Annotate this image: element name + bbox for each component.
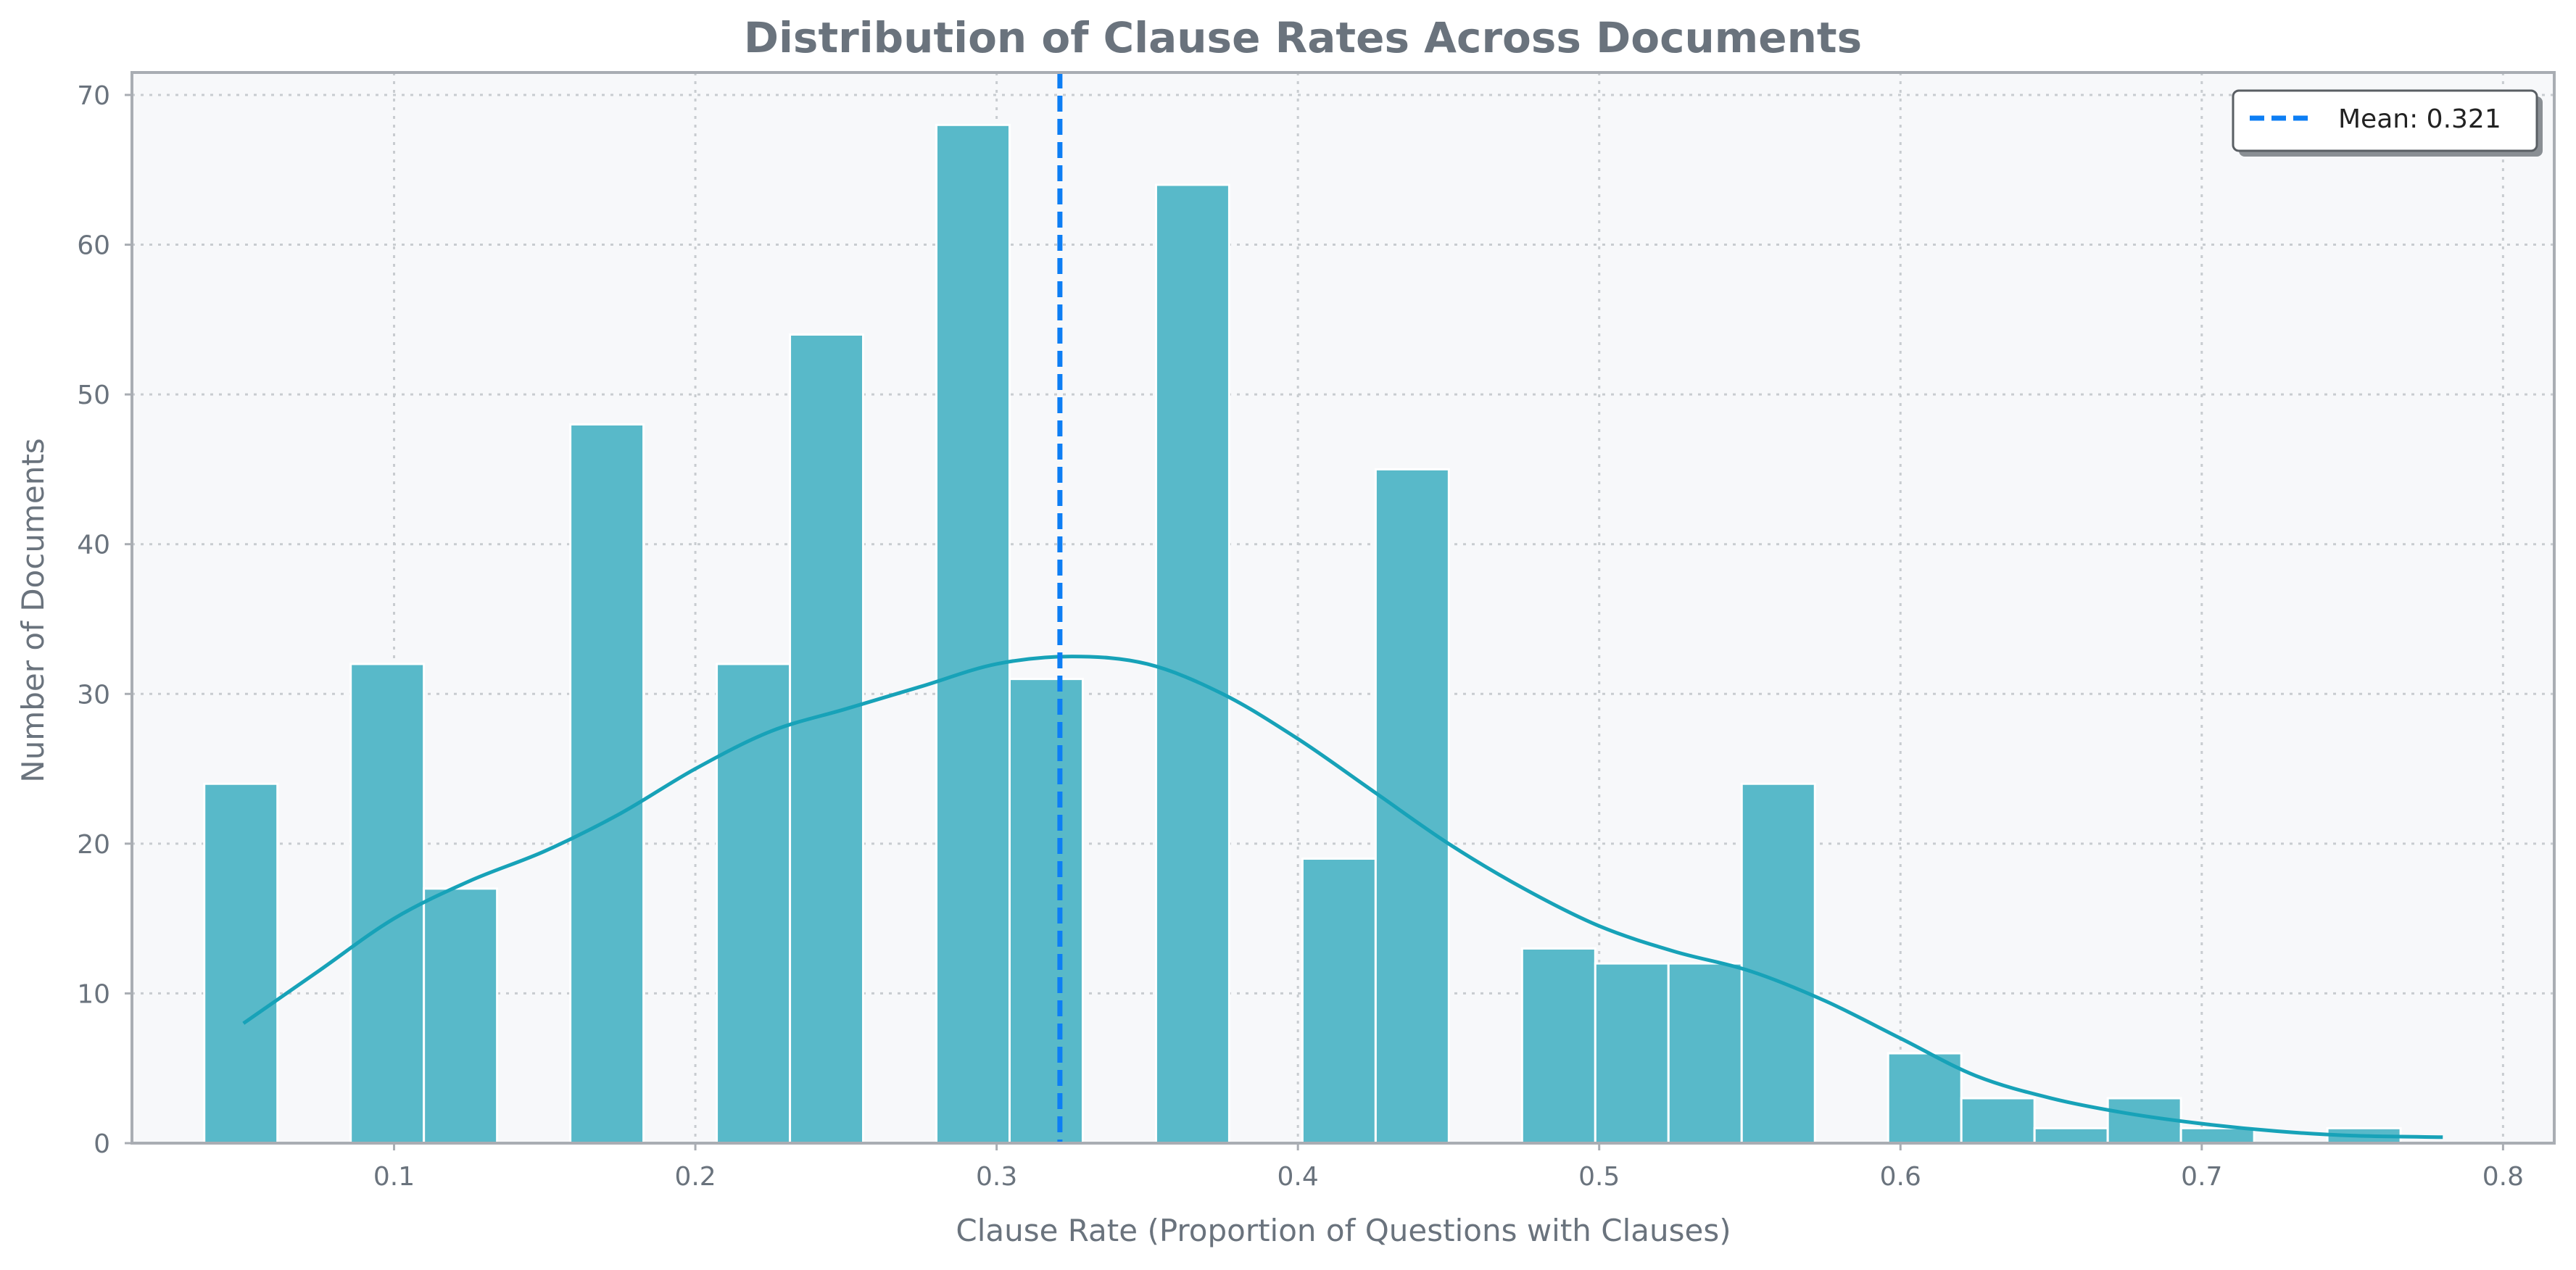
histogram-bar	[935, 123, 1011, 1145]
histogram-bar	[203, 782, 279, 1145]
histogram-bar	[1667, 962, 1743, 1145]
x-tick-label: 0.1	[373, 1162, 415, 1192]
histogram-bar	[349, 663, 426, 1145]
histogram-bar	[1594, 962, 1670, 1145]
x-tick-label: 0.5	[1578, 1162, 1620, 1192]
y-tick-label: 20	[77, 830, 110, 860]
x-tick-label: 0.8	[2482, 1162, 2524, 1192]
y-tick-label: 0	[94, 1129, 110, 1159]
histogram-bar	[2033, 1126, 2109, 1145]
histogram-bar	[1301, 858, 1377, 1145]
histogram-bar	[1154, 183, 1230, 1145]
histogram-bar	[423, 887, 499, 1145]
histogram-bar	[1008, 678, 1084, 1145]
chart-title: Distribution of Clause Rates Across Docu…	[744, 13, 1862, 62]
y-axis-label: Number of Documents	[15, 438, 51, 782]
plot-frame	[131, 71, 2556, 1145]
histogram-bar	[1520, 947, 1596, 1145]
histogram-bar	[1960, 1097, 2036, 1145]
legend: Mean: 0.321	[2232, 89, 2543, 157]
y-tick-label: 40	[77, 531, 110, 560]
x-axis-label: Clause Rate (Proportion of Questions wit…	[956, 1213, 1731, 1248]
x-tick-label: 0.3	[976, 1162, 1017, 1192]
histogram-bar	[716, 663, 792, 1145]
histogram-bars	[203, 123, 2402, 1145]
axis-ticks: 0.1 0.2 0.3 0.4 0.5 0.6 0.7 0.8 0 10 20 30 40 50 60 70	[77, 81, 2524, 1192]
histogram-bar	[1887, 1052, 1963, 1145]
histogram-bar	[789, 333, 865, 1145]
y-tick-label: 30	[77, 680, 110, 710]
legend-box	[2232, 89, 2538, 152]
x-tick-label: 0.7	[2181, 1162, 2222, 1192]
histogram-bar	[2179, 1126, 2256, 1145]
histogram-bar	[1740, 782, 1816, 1145]
kde-curve	[242, 655, 2443, 1140]
y-tick-label: 10	[77, 979, 110, 1009]
legend-mean-label: Mean: 0.321	[2338, 104, 2501, 134]
histogram-bar	[1374, 468, 1450, 1145]
x-tick-label: 0.6	[1880, 1162, 1921, 1192]
histogram-bar	[569, 423, 645, 1145]
y-tick-label: 70	[77, 81, 110, 111]
y-tick-label: 50	[77, 381, 110, 410]
x-tick-label: 0.4	[1277, 1162, 1319, 1192]
y-tick-label: 60	[77, 231, 110, 261]
x-tick-label: 0.2	[674, 1162, 716, 1192]
